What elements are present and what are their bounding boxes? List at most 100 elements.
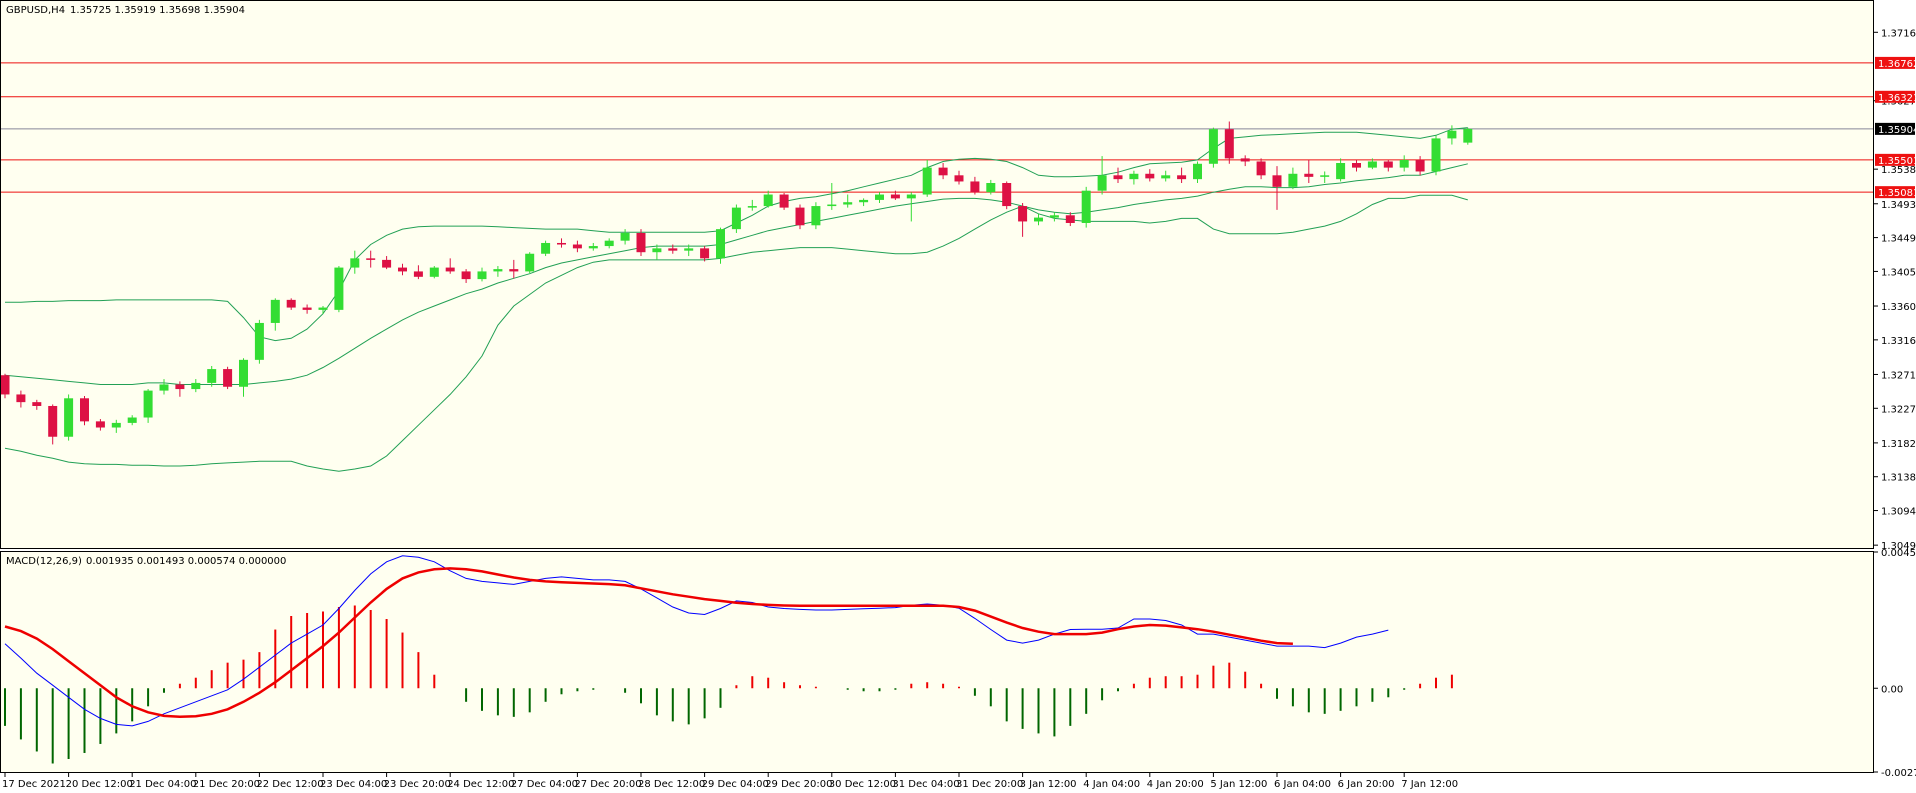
candle[interactable] xyxy=(763,190,773,208)
candle[interactable] xyxy=(461,269,471,283)
candle[interactable] xyxy=(906,192,916,222)
candle[interactable] xyxy=(1034,213,1043,226)
candle[interactable] xyxy=(382,256,392,270)
candle[interactable] xyxy=(1145,169,1155,182)
candle[interactable] xyxy=(890,190,900,200)
candle[interactable] xyxy=(652,244,662,260)
candle[interactable] xyxy=(1256,158,1266,180)
candle[interactable] xyxy=(207,366,217,387)
candle[interactable] xyxy=(747,199,757,211)
horizontal-levels[interactable]: 1.36762 1.36321 1.35501 1.35081 1.35904 xyxy=(0,56,1916,199)
candle[interactable] xyxy=(1097,156,1107,195)
candle[interactable] xyxy=(922,159,932,197)
candle[interactable] xyxy=(32,399,42,410)
candle[interactable] xyxy=(1113,167,1123,183)
candle[interactable] xyxy=(1002,181,1012,210)
candle[interactable] xyxy=(48,404,58,445)
candle[interactable] xyxy=(95,419,105,431)
candle[interactable] xyxy=(636,229,646,257)
candle[interactable] xyxy=(143,389,153,423)
candle[interactable] xyxy=(1208,127,1218,168)
candle[interactable] xyxy=(1049,212,1059,222)
candlesticks[interactable] xyxy=(0,121,1473,445)
candle[interactable] xyxy=(270,298,280,331)
price-axis-background[interactable] xyxy=(1874,0,1916,793)
candle[interactable] xyxy=(1447,125,1457,145)
candle[interactable] xyxy=(1272,166,1282,210)
macd-pane-background[interactable] xyxy=(0,551,1874,773)
candle[interactable] xyxy=(191,379,201,393)
candle[interactable] xyxy=(159,379,169,395)
candle[interactable] xyxy=(1129,170,1139,185)
candle[interactable] xyxy=(0,373,10,399)
candle[interactable] xyxy=(223,366,233,390)
candle[interactable] xyxy=(254,319,264,364)
candle[interactable] xyxy=(1336,158,1346,182)
candle[interactable] xyxy=(80,395,89,426)
candle[interactable] xyxy=(1081,186,1091,228)
candle[interactable] xyxy=(541,240,551,257)
candle[interactable] xyxy=(716,227,725,264)
candle[interactable] xyxy=(429,266,439,279)
candle[interactable] xyxy=(1288,167,1298,190)
candle[interactable] xyxy=(795,204,805,230)
candle[interactable] xyxy=(1399,155,1409,172)
candle[interactable] xyxy=(954,170,964,185)
candle[interactable] xyxy=(620,229,630,245)
candle[interactable] xyxy=(318,306,328,314)
candle[interactable] xyxy=(1304,159,1314,183)
candle[interactable] xyxy=(1320,171,1330,183)
candle[interactable] xyxy=(16,390,26,408)
candle[interactable] xyxy=(986,179,996,195)
candle[interactable] xyxy=(1383,159,1393,172)
candle[interactable] xyxy=(557,238,566,248)
candle[interactable] xyxy=(572,240,582,253)
candle[interactable] xyxy=(1224,121,1234,164)
candle[interactable] xyxy=(843,194,853,208)
candle[interactable] xyxy=(1177,167,1187,183)
price-pane-background[interactable] xyxy=(0,0,1874,549)
candle[interactable] xyxy=(286,298,296,310)
candle[interactable] xyxy=(477,267,487,282)
candle[interactable] xyxy=(302,304,312,314)
candle[interactable] xyxy=(493,266,503,277)
candle[interactable] xyxy=(175,381,185,397)
candle[interactable] xyxy=(111,419,121,433)
candle[interactable] xyxy=(700,246,710,262)
candle[interactable] xyxy=(413,265,423,280)
candle[interactable] xyxy=(668,244,678,254)
candle[interactable] xyxy=(509,259,519,279)
candle[interactable] xyxy=(1065,212,1075,227)
candle[interactable] xyxy=(684,244,694,257)
candle[interactable] xyxy=(64,394,74,441)
candle[interactable] xyxy=(445,258,455,274)
candle[interactable] xyxy=(350,250,360,274)
candle[interactable] xyxy=(1352,159,1361,172)
candle[interactable] xyxy=(588,242,598,251)
candle[interactable] xyxy=(366,250,376,268)
candle[interactable] xyxy=(875,192,884,203)
candle[interactable] xyxy=(1193,161,1202,183)
candle[interactable] xyxy=(731,204,741,233)
candle[interactable] xyxy=(1415,156,1425,176)
candle[interactable] xyxy=(859,198,869,207)
candle[interactable] xyxy=(1463,127,1473,145)
candle[interactable] xyxy=(398,263,407,276)
candle[interactable] xyxy=(525,252,535,273)
candle[interactable] xyxy=(938,163,948,180)
candle[interactable] xyxy=(604,238,614,249)
candle[interactable] xyxy=(1161,170,1171,182)
candle[interactable] xyxy=(1431,135,1441,176)
candle[interactable] xyxy=(239,358,248,397)
candle[interactable] xyxy=(334,266,344,313)
candle[interactable] xyxy=(1018,202,1028,237)
candle[interactable] xyxy=(1367,158,1377,170)
candle[interactable] xyxy=(970,176,980,195)
candle[interactable] xyxy=(811,202,821,230)
candle[interactable] xyxy=(1240,155,1250,167)
candle[interactable] xyxy=(827,183,837,210)
candle[interactable] xyxy=(127,415,137,426)
candle[interactable] xyxy=(779,192,789,210)
